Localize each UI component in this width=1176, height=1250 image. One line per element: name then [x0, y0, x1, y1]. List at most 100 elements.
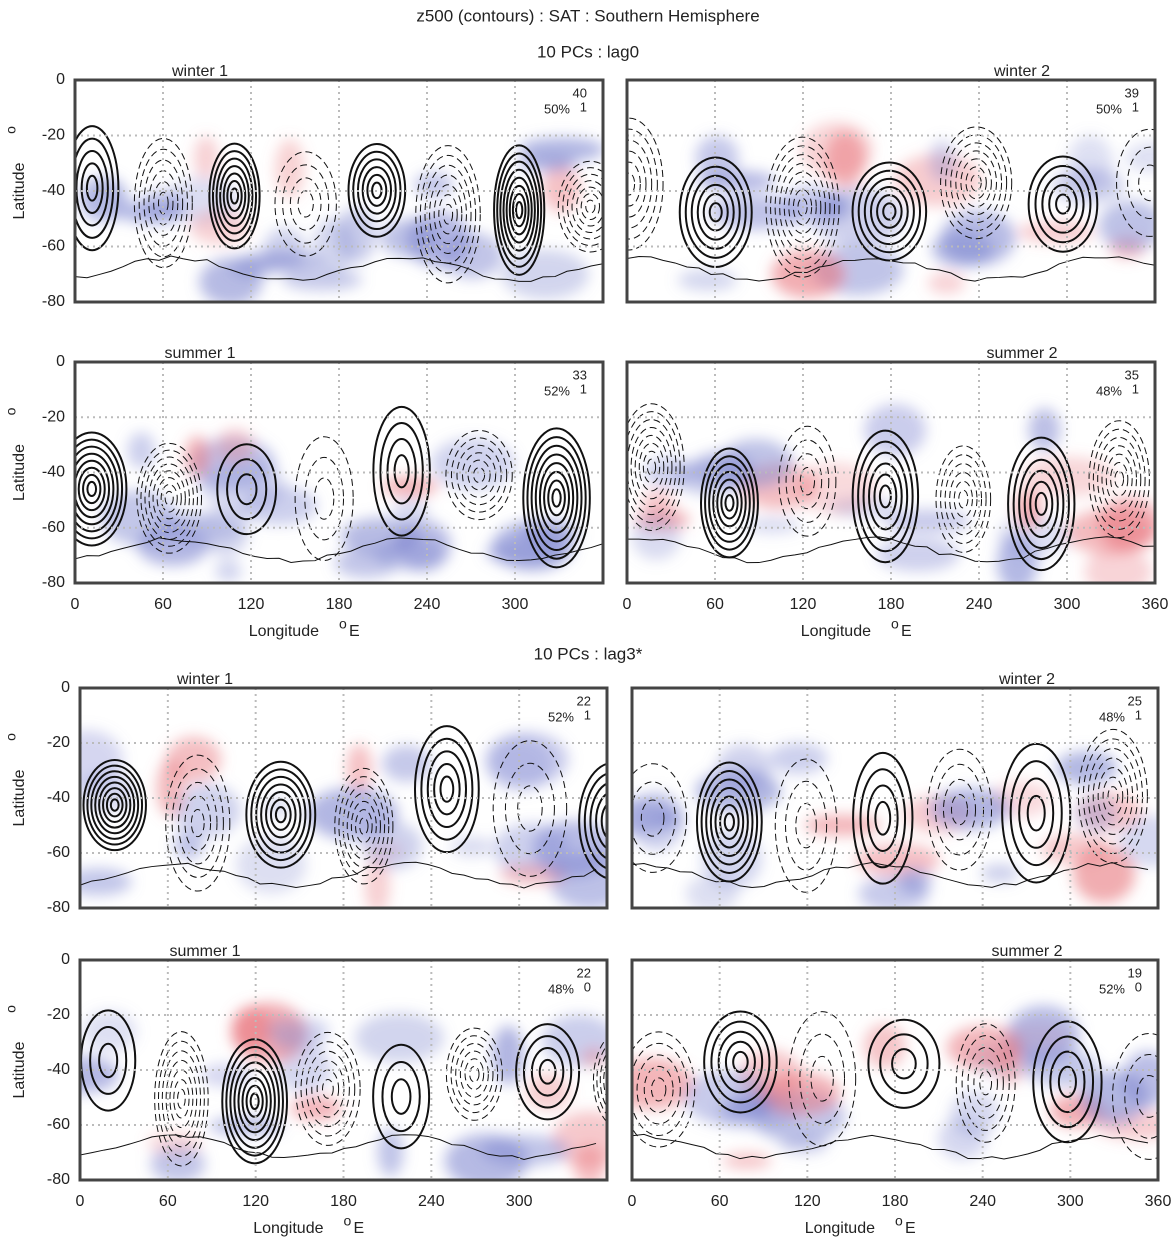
annotation: 1 [580, 381, 587, 396]
contour-positive [607, 811, 618, 830]
sat-blob [981, 864, 1019, 882]
x-tick-label: 300 [1054, 596, 1081, 613]
sat-blob [769, 743, 828, 775]
x-tick-label: 120 [242, 1193, 269, 1210]
contour-positive [1162, 742, 1176, 848]
y-axis-unit: o [3, 407, 19, 415]
figure: z500 (contours) : SAT : Southern Hemisph… [0, 0, 1176, 1245]
annotation: 52% [548, 709, 574, 724]
y-tick-label: -80 [47, 899, 70, 916]
sat-blob [801, 122, 874, 178]
annotation: 48% [1099, 709, 1125, 724]
y-tick-label: -40 [42, 464, 65, 481]
sat-blob [899, 868, 932, 894]
sat-blob [864, 404, 926, 456]
x-tick-label: 240 [418, 1193, 445, 1210]
sat-blob [215, 561, 242, 582]
x-tick-label: 300 [502, 596, 529, 613]
section-title: 10 PCs : lag0 [537, 42, 639, 61]
sat-blob [928, 272, 965, 294]
x-tick-label: 60 [154, 596, 172, 613]
y-tick-label: -20 [47, 734, 70, 751]
panel-title: winter 1 [171, 63, 228, 80]
y-tick-label: -60 [42, 238, 65, 255]
map-area [590, 688, 1176, 912]
map-area [66, 80, 687, 306]
y-tick-label: -80 [42, 574, 65, 591]
contour-negative [617, 1074, 624, 1086]
sat-blob [771, 250, 845, 298]
x-axis-label: Longitude [801, 623, 871, 640]
y-axis-unit: o [3, 126, 19, 134]
panel-title: summer 2 [986, 345, 1057, 362]
sat-blob [932, 232, 994, 267]
contour-negative [614, 1068, 628, 1092]
y-tick-label: -40 [47, 1061, 70, 1078]
sat-blob [275, 139, 304, 199]
x-tick-label: 180 [326, 596, 353, 613]
panel-title: summer 2 [991, 943, 1062, 960]
contour-negative [611, 1062, 632, 1098]
sat-blob [216, 428, 254, 463]
panel-title: winter 1 [176, 671, 233, 688]
y-tick-label: 0 [56, 71, 65, 88]
sat-blob [451, 837, 493, 857]
annotation: 1 [580, 99, 587, 114]
sat-blob [630, 791, 685, 850]
annotation: 50% [1096, 101, 1122, 116]
sat-blob [64, 868, 132, 895]
sat-blob [272, 1033, 326, 1052]
sat-blob [341, 518, 420, 556]
x-tick-label: 120 [238, 596, 265, 613]
sat-blob [82, 1011, 136, 1053]
y-axis-unit: o [3, 1005, 19, 1013]
x-axis-unit-sup: o [339, 616, 347, 632]
sat-blob [780, 1134, 829, 1154]
x-tick-label: 0 [628, 1193, 637, 1210]
x-tick-label: 120 [794, 1193, 821, 1210]
contour-positive [1170, 404, 1176, 520]
x-tick-label: 360 [1142, 596, 1169, 613]
y-tick-label: -60 [42, 519, 65, 536]
y-tick-label: -40 [42, 182, 65, 199]
annotation: 1 [1135, 707, 1142, 722]
figure-title: z500 (contours) : SAT : Southern Hemisph… [416, 6, 759, 25]
y-tick-label: -80 [47, 1171, 70, 1188]
sat-blob [185, 436, 211, 477]
sat-blob [1067, 135, 1113, 192]
annotation: 22 [577, 693, 591, 708]
annotation: 1 [584, 707, 591, 722]
y-axis-label: Latitude [11, 162, 28, 219]
panel-title: winter 2 [998, 671, 1055, 688]
x-axis-label: Longitude [253, 1220, 323, 1237]
sat-blob [127, 432, 155, 469]
x-axis-unit: E [349, 623, 360, 640]
annotation: 39 [1125, 85, 1139, 100]
y-tick-label: -60 [47, 844, 70, 861]
sat-blob [931, 788, 1010, 829]
x-axis-label: Longitude [805, 1220, 875, 1237]
x-tick-label: 300 [1057, 1193, 1084, 1210]
y-tick-label: -20 [42, 127, 65, 144]
annotation: 48% [1096, 383, 1122, 398]
x-axis-unit-sup: o [891, 616, 899, 632]
x-axis-label: Longitude [249, 623, 319, 640]
annotation: 33 [573, 367, 587, 382]
x-axis-unit: E [354, 1220, 365, 1237]
y-tick-label: -40 [47, 789, 70, 806]
annotation: 48% [548, 981, 574, 996]
sat-blob [380, 219, 440, 257]
y-tick-label: -20 [42, 408, 65, 425]
map-area [611, 960, 1176, 1180]
sat-blob [282, 269, 363, 290]
y-tick-label: 0 [61, 951, 70, 968]
x-axis-unit: E [905, 1220, 916, 1237]
y-tick-label: 0 [56, 353, 65, 370]
x-tick-label: 180 [882, 1193, 909, 1210]
x-tick-label: 60 [159, 1193, 177, 1210]
annotation: 50% [544, 101, 570, 116]
x-tick-label: 0 [71, 596, 80, 613]
annotation: 25 [1128, 693, 1142, 708]
sat-blob [481, 1135, 570, 1166]
contour-negative [607, 1056, 634, 1105]
